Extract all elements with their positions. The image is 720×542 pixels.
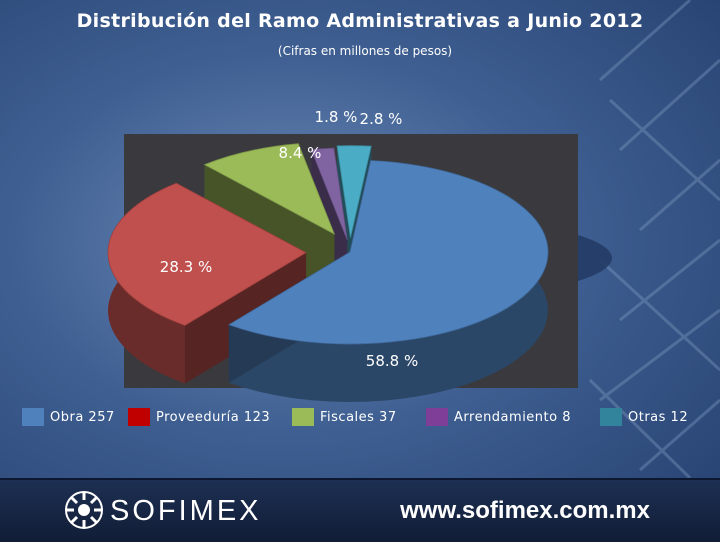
legend: Obra 257 Proveeduría 123 Fiscales 37 Arr…: [22, 406, 720, 428]
data-label-proveeduría: 28.3 %: [160, 258, 212, 276]
footer: SOFIMEX www.sofimex.com.mx: [0, 478, 720, 542]
sofimex-logo-icon: [65, 491, 103, 529]
legend-swatch-obra: [22, 408, 44, 426]
pie-slice-obra: [227, 160, 549, 345]
legend-item-proveeduria: Proveeduría 123: [128, 406, 270, 428]
legend-item-otras: Otras 12: [600, 406, 688, 428]
legend-item-arrendamiento: Arrendamiento 8: [426, 406, 571, 428]
data-label-arrendamiento: 1.8 %: [315, 108, 358, 126]
pie-slice-otras: [336, 145, 372, 238]
legend-item-obra: Obra 257: [22, 406, 115, 428]
legend-swatch-otras: [600, 408, 622, 426]
chart-title: Distribución del Ramo Administrativas a …: [76, 10, 644, 32]
legend-label-proveeduria: Proveeduría 123: [156, 409, 271, 425]
legend-label-arrendamiento: Arrendamiento 8: [454, 409, 571, 425]
brand-name: SOFIMEX: [110, 495, 262, 527]
legend-swatch-proveeduria: [128, 408, 150, 426]
website-url[interactable]: www.sofimex.com.mx: [400, 497, 650, 524]
pie-slice-fiscales: [203, 143, 336, 236]
data-label-otras: 2.8 %: [360, 110, 403, 128]
legend-swatch-fiscales: [292, 408, 314, 426]
pie-slice-proveeduría: [107, 182, 307, 326]
pie-chart: 58.8 % 28.3 % 8.4 % 1.8 % 2.8 %: [107, 108, 549, 402]
legend-label-fiscales: Fiscales 37: [320, 409, 397, 425]
legend-label-otras: Otras 12: [628, 409, 689, 425]
legend-item-fiscales: Fiscales 37: [292, 406, 397, 428]
legend-label-obra: Obra 257: [50, 409, 115, 425]
data-label-fiscales: 8.4 %: [279, 144, 322, 162]
pie-slice-arrendamiento: [310, 147, 348, 241]
chart-subtitle: (Cifras en millones de pesos): [277, 44, 453, 58]
data-label-obra: 58.8 %: [366, 352, 418, 370]
legend-swatch-arrendamiento: [426, 408, 448, 426]
